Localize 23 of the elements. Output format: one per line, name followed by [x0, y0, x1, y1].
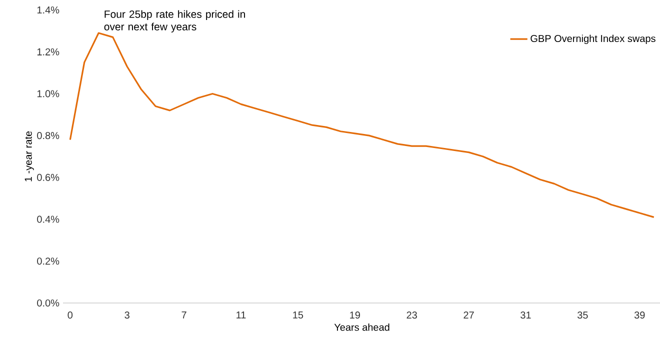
y-tick-label: 1.4%	[37, 6, 60, 14]
x-tick-label: 23	[406, 312, 417, 319]
y-tick-label: 0.2%	[37, 258, 60, 265]
x-tick-label: 39	[634, 312, 645, 319]
y-tick-label: 0.4%	[37, 216, 60, 223]
x-tick-label: 3	[124, 312, 130, 319]
x-tick-label: 11	[236, 312, 246, 318]
y-tick-label: 0.0%	[37, 299, 60, 307]
x-tick-label: 0	[68, 312, 73, 319]
x-tick-label: 15	[293, 312, 304, 318]
x-tick-label: 19	[350, 312, 360, 319]
x-tick-label: 31	[520, 312, 531, 319]
y-tick-label: 0.8%	[37, 132, 60, 140]
legend-label: GBP Overnight Index swaps	[530, 34, 656, 44]
x-tick-label: 35	[578, 312, 588, 319]
x-tick-label: 7	[182, 312, 186, 318]
annotation: Four 25bp rate hikes priced in over next few years	[104, 10, 245, 32]
y-tick-label: 1.2%	[37, 48, 60, 56]
x-tick-label: 27	[464, 312, 474, 318]
y-axis-title: 1 -year rate	[24, 131, 34, 182]
y-tick-label: 1.0%	[37, 90, 60, 98]
x-axis-title: Years ahead	[334, 323, 390, 331]
y-tick-label: 0.6%	[37, 174, 60, 181]
